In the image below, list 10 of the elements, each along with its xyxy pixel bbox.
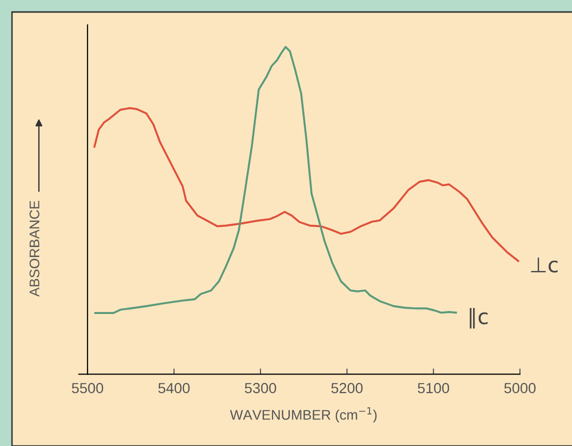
x-tick-label: 5200	[331, 382, 363, 394]
x-tick-label: 5500	[72, 382, 104, 394]
x-tick-label: 5300	[244, 382, 276, 394]
y-axis-title: ABSORBANCE	[30, 200, 40, 297]
series-label: ⊥c	[531, 258, 558, 273]
x-tick-label: 5000	[504, 382, 536, 394]
series-label: ∥c	[470, 308, 488, 328]
x-tick-label: 5400	[158, 382, 190, 394]
x-axis-title: WAVENUMBER (cm$^{−1}$)	[230, 407, 377, 423]
x-tick-label: 5100	[418, 382, 450, 394]
